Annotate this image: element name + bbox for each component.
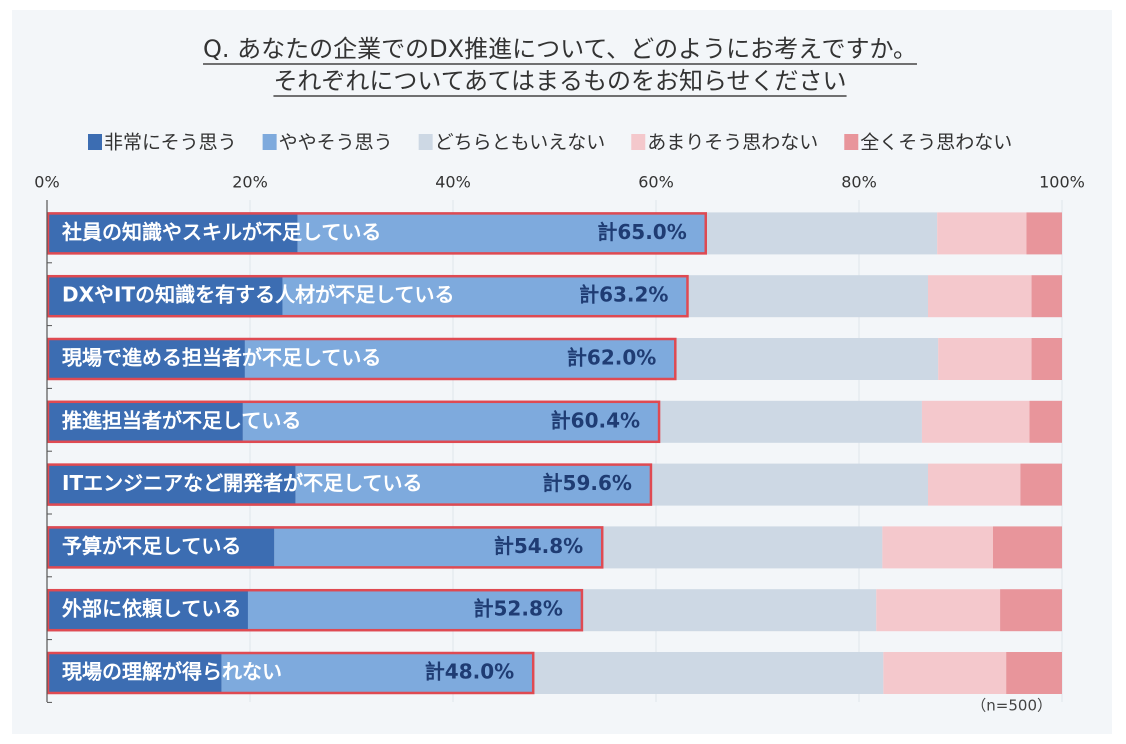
x-tick-label: 20% bbox=[232, 173, 268, 192]
bar-segment bbox=[244, 338, 677, 380]
category-label: 現場で進める担当者が不足している bbox=[62, 346, 381, 370]
bar-segment bbox=[47, 400, 243, 443]
total-outline bbox=[46, 588, 584, 632]
total-label: 計63.2% bbox=[579, 283, 668, 307]
category-label: 現場の理解が得られない bbox=[62, 660, 282, 684]
legend-swatch bbox=[844, 134, 859, 150]
bar-segment bbox=[582, 589, 877, 632]
bar-segment bbox=[274, 526, 604, 569]
bar-segment bbox=[688, 275, 929, 318]
bar-segment bbox=[938, 338, 1032, 380]
category-label: 外部に依頼している bbox=[62, 597, 241, 621]
legend-label: 非常にそう思う bbox=[104, 132, 237, 154]
total-label: 計54.8% bbox=[494, 534, 583, 558]
bar-segment bbox=[660, 400, 922, 443]
bar-segment bbox=[937, 212, 1027, 255]
category-label: ITエンジニアなど開発者が不足している bbox=[62, 471, 422, 495]
category-label: DXやITの知識を有する人材が不足している bbox=[62, 283, 455, 307]
bar-segment bbox=[47, 212, 298, 255]
legend-swatch bbox=[631, 134, 646, 150]
chart-title: Q. あなたの企業でのDX推進について、どのようにお考えですか。 bbox=[203, 35, 917, 63]
bar-segment bbox=[242, 400, 661, 443]
bar-segment bbox=[1006, 652, 1062, 694]
total-outline bbox=[46, 463, 653, 506]
x-tick-label: 100% bbox=[1039, 173, 1085, 192]
bar-segment bbox=[47, 526, 275, 569]
category-label: 社員の知識やスキルが不足している bbox=[61, 220, 381, 244]
legend-swatch bbox=[88, 134, 102, 150]
bar-segment bbox=[921, 400, 1030, 443]
total-outline bbox=[46, 212, 707, 255]
bar-segment bbox=[603, 526, 883, 569]
bar-segment bbox=[1029, 400, 1062, 443]
legend-label: ややそう思う bbox=[279, 132, 393, 154]
bar-segment bbox=[992, 526, 1062, 569]
total-label: 計52.8% bbox=[474, 597, 563, 621]
bar-segment bbox=[876, 589, 1001, 632]
bar-segment bbox=[282, 275, 689, 318]
total-label: 計65.0% bbox=[597, 220, 686, 244]
total-label: 計62.0% bbox=[567, 346, 656, 370]
bar-segment bbox=[706, 212, 938, 255]
legend-label: 全くそう思わない bbox=[860, 132, 1012, 154]
chart-title: それぞれについてあてはまるものをお知らせください bbox=[273, 67, 846, 95]
x-tick-label: 0% bbox=[34, 173, 59, 192]
total-outline bbox=[46, 400, 661, 444]
bar-segment bbox=[297, 212, 707, 255]
bar-segment bbox=[47, 275, 283, 318]
x-tick-label: 40% bbox=[435, 173, 471, 192]
bar-segment bbox=[882, 526, 993, 569]
bar-segment bbox=[1020, 463, 1062, 506]
total-label: 計48.0% bbox=[425, 660, 514, 684]
x-tick-label: 60% bbox=[638, 173, 674, 192]
total-outline bbox=[46, 651, 535, 695]
bar-segment bbox=[651, 463, 929, 506]
total-label: 計60.4% bbox=[551, 408, 640, 432]
legend-label: どちらともいえない bbox=[435, 132, 606, 154]
sample-note: （n=500） bbox=[971, 697, 1052, 715]
bar-segment bbox=[1026, 212, 1062, 255]
legend-swatch bbox=[418, 134, 433, 150]
bar-segment bbox=[47, 338, 245, 380]
category-label: 推進担当者が不足している bbox=[62, 408, 301, 432]
bar-segment bbox=[1031, 338, 1062, 380]
bar-segment bbox=[295, 463, 652, 506]
bar-segment bbox=[534, 652, 884, 694]
bar-segment bbox=[47, 463, 296, 506]
bar-segment bbox=[221, 652, 535, 694]
bar-segment bbox=[928, 463, 1021, 506]
total-outline bbox=[46, 274, 689, 318]
total-outline bbox=[46, 337, 677, 381]
total-outline bbox=[46, 526, 604, 569]
bar-segment bbox=[676, 338, 939, 380]
bar-segment bbox=[1031, 275, 1062, 318]
legend-label: あまりそう思わない bbox=[647, 132, 818, 154]
total-label: 計59.6% bbox=[543, 471, 632, 495]
bar-segment bbox=[247, 589, 583, 632]
bar-segment bbox=[928, 275, 1032, 318]
legend-swatch bbox=[262, 134, 277, 150]
bar-segment bbox=[47, 589, 248, 632]
bar-segment bbox=[883, 652, 1007, 694]
category-label: 予算が不足している bbox=[62, 534, 241, 558]
x-tick-label: 80% bbox=[841, 173, 877, 192]
bar-segment bbox=[47, 652, 222, 694]
bar-segment bbox=[1000, 589, 1062, 632]
